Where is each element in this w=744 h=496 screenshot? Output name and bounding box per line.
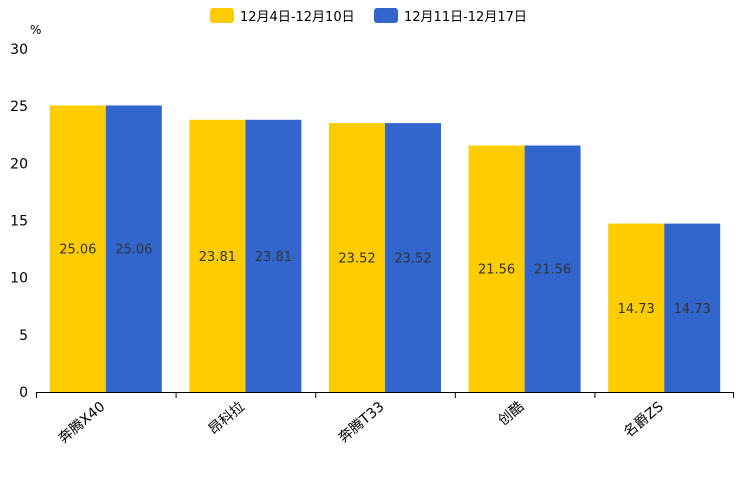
bars: 25.06 25.06 23.81 23.81 23.52 23.52 21.56 21.56… (49, 105, 721, 393)
x-category-label-5: 名爵ZS (621, 399, 667, 441)
bar-1-3[interactable] (329, 123, 385, 392)
x-category-label-3: 奔腾T33 (335, 398, 388, 446)
bar-2-2[interactable] (245, 119, 302, 392)
data-label-1-5: 14.73 (618, 302, 655, 317)
data-label-2-4: 21.56 (534, 263, 571, 278)
data-label-2-1: 25.06 (115, 243, 152, 258)
bar-1-5[interactable] (608, 223, 665, 392)
data-label-2-5: 14.73 (674, 302, 711, 317)
x-category-label-4: 创酷 (495, 399, 527, 429)
x-axis-ticks: 奔腾X40 昂科拉 奔腾T33 创酷 名爵ZS (36, 392, 734, 447)
bar-2-1[interactable] (105, 105, 162, 393)
legend-label-1[interactable]: 12月4日-12月10日 (240, 10, 355, 25)
data-label-2-3: 23.52 (394, 252, 431, 267)
legend-swatch-1[interactable] (210, 8, 234, 23)
bar-2-4[interactable] (524, 145, 581, 392)
y-axis-unit-label: % (30, 23, 41, 37)
legend-label-2[interactable]: 12月11日-12月17日 (404, 10, 527, 25)
data-label-1-1: 25.06 (59, 243, 96, 258)
data-label-1-4: 21.56 (478, 263, 515, 278)
x-category-label-1: 奔腾X40 (55, 398, 108, 447)
y-tick-label-0: 0 (19, 385, 28, 401)
data-label-1-2: 23.81 (199, 250, 236, 265)
x-category-label-2: 昂科拉 (206, 399, 248, 438)
data-label-2-2: 23.81 (255, 250, 292, 265)
y-axis-ticks: 0 5 10 15 20 25 30 (10, 42, 28, 401)
bar-1-4[interactable] (468, 145, 525, 392)
bar-1-2[interactable] (189, 119, 246, 392)
y-tick-label-20: 20 (10, 156, 28, 172)
bar-2-3[interactable] (385, 123, 441, 392)
y-tick-label-30: 30 (10, 42, 28, 58)
y-tick-label-5: 5 (19, 328, 28, 344)
y-tick-label-10: 10 (10, 271, 28, 287)
y-tick-label-15: 15 (10, 214, 28, 230)
y-tick-label-25: 25 (10, 99, 28, 115)
legend: 12月4日-12月10日 12月11日-12月17日 (210, 8, 527, 25)
legend-swatch-2[interactable] (374, 8, 398, 23)
bar-2-5[interactable] (664, 223, 721, 392)
data-label-1-3: 23.52 (338, 252, 375, 267)
bar-1-1[interactable] (49, 105, 106, 393)
